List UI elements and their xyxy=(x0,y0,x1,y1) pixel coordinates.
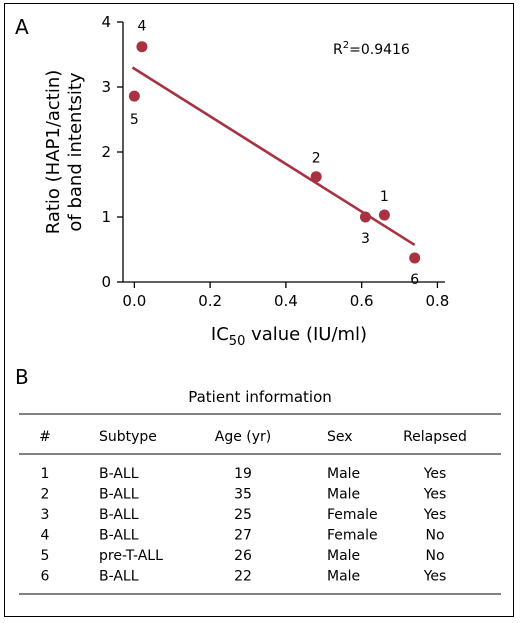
data-point-label-1: 1 xyxy=(380,189,389,205)
table-cell: Male xyxy=(327,466,360,482)
x-tick-label: 0.2 xyxy=(198,292,222,310)
data-point-1 xyxy=(378,209,390,221)
table-header-cell: Subtype xyxy=(99,429,157,445)
table-cell: 26 xyxy=(234,548,252,564)
table-caption: Patient information xyxy=(188,388,332,406)
regression-line xyxy=(131,66,416,247)
data-point-label-3: 3 xyxy=(361,231,370,247)
table-cell: B-ALL xyxy=(99,569,139,585)
table-cell: Female xyxy=(327,528,378,544)
table-header-cell: Age (yr) xyxy=(215,429,272,445)
y-tick-label: 3 xyxy=(101,78,111,96)
data-point-4 xyxy=(136,41,148,53)
patient-table: Patient information # Subtype Age (yr) Sex Re… xyxy=(19,388,501,595)
table-cell: Female xyxy=(327,507,378,523)
data-point-5 xyxy=(128,90,140,102)
table-cell: 27 xyxy=(234,528,252,544)
data-point-label-5: 5 xyxy=(130,112,139,128)
table-cell: 5 xyxy=(41,548,50,564)
x-tick-label: 0.6 xyxy=(350,292,374,310)
table-cell: B-ALL xyxy=(99,487,139,503)
table-header-cell: # xyxy=(39,429,51,445)
r-squared-annotation: R2=0.9416 xyxy=(333,40,410,58)
data-point-label-2: 2 xyxy=(312,151,321,167)
panel-b-label: B xyxy=(15,365,29,389)
y-tick-label: 1 xyxy=(101,208,111,226)
table-cell: 35 xyxy=(234,487,252,503)
table-cell: B-ALL xyxy=(99,466,139,482)
data-point-3 xyxy=(359,211,371,223)
x-tick-label: 0.4 xyxy=(274,292,298,310)
data-point-label-6: 6 xyxy=(410,272,419,288)
data-point-label-4: 4 xyxy=(137,19,146,35)
table-cell: Yes xyxy=(423,569,447,585)
panel-a-label: A xyxy=(15,15,29,39)
table-cell: Male xyxy=(327,569,360,585)
table-cell: No xyxy=(425,548,444,564)
table-cell: pre-T-ALL xyxy=(99,548,163,564)
table-cell: 3 xyxy=(41,507,50,523)
figure-frame: A 0 1 2 3 4 0.0 0.2 0.4 0.6 0.8 IC50 value (IU/ml)… xyxy=(4,3,514,617)
scatter-chart: 0 1 2 3 4 0.0 0.2 0.4 0.6 0.8 IC50 value (IU/ml) Ra… xyxy=(43,13,449,349)
y-tick-label: 2 xyxy=(101,143,111,161)
table-cell: 6 xyxy=(41,569,50,585)
y-axis-title-line2: of band intentsity xyxy=(65,72,86,232)
table-cell: Male xyxy=(327,548,360,564)
table-header-cell: Relapsed xyxy=(403,429,467,445)
data-point-2 xyxy=(310,171,322,183)
table-cell: Yes xyxy=(423,466,447,482)
y-tick-label: 0 xyxy=(101,273,111,291)
table-cell: 25 xyxy=(234,507,252,523)
x-tick-label: 0.8 xyxy=(425,292,449,310)
table-cell: Male xyxy=(327,487,360,503)
data-point-6 xyxy=(409,252,421,264)
table-cell: 19 xyxy=(234,466,252,482)
y-tick-label: 4 xyxy=(101,13,111,31)
figure-canvas: A 0 1 2 3 4 0.0 0.2 0.4 0.6 0.8 IC50 value (IU/ml)… xyxy=(15,13,501,595)
table-cell: Yes xyxy=(423,487,447,503)
table-cell: 22 xyxy=(234,569,252,585)
table-cell: B-ALL xyxy=(99,528,139,544)
table-cell: 4 xyxy=(41,528,50,544)
table-cell: 1 xyxy=(41,466,50,482)
x-tick-label: 0.0 xyxy=(122,292,146,310)
table-cell: No xyxy=(425,528,444,544)
x-axis-title: IC50 value (IU/ml) xyxy=(211,324,367,349)
table-cell: Yes xyxy=(423,507,447,523)
table-header-cell: Sex xyxy=(327,429,353,445)
table-cell: B-ALL xyxy=(99,507,139,523)
y-axis-title-line1: Ratio (HAP1/actin) xyxy=(43,70,64,235)
table-cell: 2 xyxy=(41,487,50,503)
